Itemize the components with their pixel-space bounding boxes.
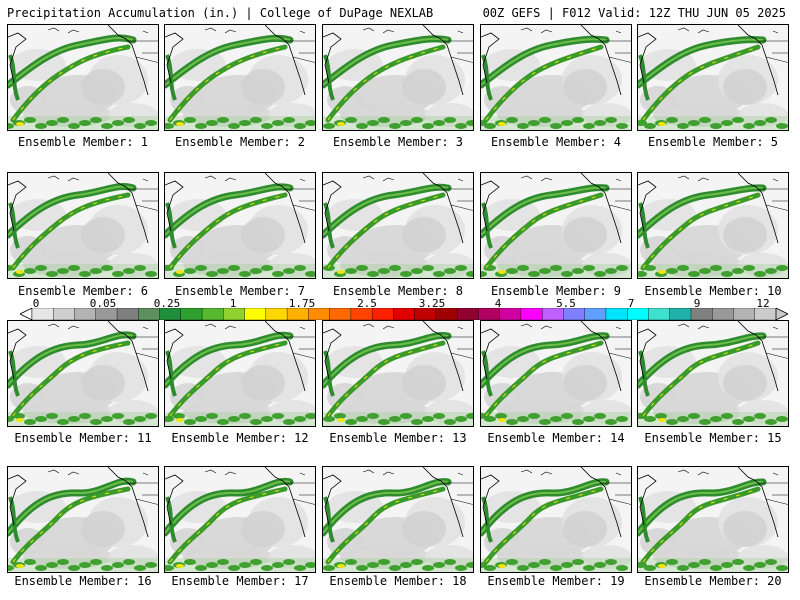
ensemble-member-map bbox=[322, 466, 474, 573]
ensemble-member-label: Ensemble Member: 13 bbox=[329, 431, 467, 445]
ensemble-member-map bbox=[480, 320, 632, 427]
ensemble-member-label: Ensemble Member: 18 bbox=[329, 574, 467, 588]
precip-map-image bbox=[481, 25, 631, 130]
ensemble-member-label: Ensemble Member: 5 bbox=[647, 135, 779, 149]
colorbar-swatch bbox=[584, 308, 607, 320]
colorbar-min-arrow bbox=[20, 308, 33, 320]
ensemble-member-map bbox=[637, 172, 789, 279]
colorbar-tick-label: 4 bbox=[494, 297, 502, 310]
precip-map-image bbox=[481, 467, 631, 572]
colorbar-swatch bbox=[53, 308, 76, 320]
colorbar-tick-label: 12 bbox=[756, 297, 770, 310]
colorbar-swatch bbox=[265, 308, 288, 320]
precip-map-image bbox=[165, 467, 315, 572]
ensemble-member-label: Ensemble Member: 1 bbox=[17, 135, 149, 149]
ensemble-member-label: Ensemble Member: 3 bbox=[332, 135, 464, 149]
ensemble-member-map bbox=[637, 466, 789, 573]
colorbar-swatch bbox=[669, 308, 692, 320]
colorbar-swatch bbox=[329, 308, 352, 320]
colorbar-swatch bbox=[456, 308, 479, 320]
precip-map-image bbox=[8, 25, 158, 130]
colorbar-swatch bbox=[733, 308, 756, 320]
colorbar-tick-label: 1.75 bbox=[288, 297, 316, 310]
precip-map-image bbox=[638, 173, 788, 278]
ensemble-member-map bbox=[480, 466, 632, 573]
ensemble-member-map bbox=[164, 320, 316, 427]
ensemble-member-map bbox=[322, 172, 474, 279]
ensemble-member-map bbox=[7, 24, 159, 131]
precip-map-image bbox=[165, 25, 315, 130]
ensemble-member-map bbox=[480, 24, 632, 131]
colorbar-swatch bbox=[648, 308, 671, 320]
colorbar-swatch bbox=[244, 308, 267, 320]
model-run-info: 00Z GEFS | F012 Valid: 12Z THU JUN 05 20… bbox=[482, 6, 786, 20]
ensemble-member-label: Ensemble Member: 19 bbox=[487, 574, 625, 588]
ensemble-member-label: Ensemble Member: 10 bbox=[644, 284, 782, 298]
precip-map-image bbox=[165, 321, 315, 426]
ensemble-member-map bbox=[7, 466, 159, 573]
precip-map-image bbox=[323, 25, 473, 130]
ensemble-member-label: Ensemble Member: 20 bbox=[644, 574, 782, 588]
colorbar-tick-label: 7 bbox=[627, 297, 635, 310]
precip-map-image bbox=[8, 321, 158, 426]
colorbar-tick-label: 0.05 bbox=[89, 297, 117, 310]
precip-map-image bbox=[638, 467, 788, 572]
ensemble-member-label: Ensemble Member: 2 bbox=[174, 135, 306, 149]
ensemble-member-map bbox=[322, 320, 474, 427]
ensemble-member-label: Ensemble Member: 4 bbox=[490, 135, 622, 149]
ensemble-member-map bbox=[7, 320, 159, 427]
colorbar-tick-label: 1 bbox=[229, 297, 237, 310]
precip-map-image bbox=[481, 173, 631, 278]
ensemble-member-label: Ensemble Member: 8 bbox=[332, 284, 464, 298]
precip-map-image bbox=[638, 321, 788, 426]
colorbar-tick-label: 0 bbox=[32, 297, 40, 310]
ensemble-member-map bbox=[7, 172, 159, 279]
colorbar-swatch bbox=[605, 308, 628, 320]
precip-map-image bbox=[8, 173, 158, 278]
precip-map-image bbox=[323, 467, 473, 572]
colorbar-max-arrow bbox=[775, 308, 788, 320]
colorbar-swatch bbox=[520, 308, 543, 320]
precip-map-image bbox=[481, 321, 631, 426]
ensemble-member-map bbox=[637, 320, 789, 427]
ensemble-member-map bbox=[322, 24, 474, 131]
ensemble-member-label: Ensemble Member: 14 bbox=[487, 431, 625, 445]
colorbar-tick-label: 3.25 bbox=[418, 297, 446, 310]
precip-map-image bbox=[323, 321, 473, 426]
colorbar-swatch bbox=[116, 308, 139, 320]
colorbar-tick-label: 2.5 bbox=[357, 297, 377, 310]
ensemble-member-map bbox=[480, 172, 632, 279]
ensemble-member-label: Ensemble Member: 9 bbox=[490, 284, 622, 298]
colorbar-swatch bbox=[393, 308, 416, 320]
precip-map-image bbox=[323, 173, 473, 278]
ensemble-member-map bbox=[164, 466, 316, 573]
colorbar-swatch bbox=[180, 308, 203, 320]
precip-map-image bbox=[638, 25, 788, 130]
ensemble-member-label: Ensemble Member: 7 bbox=[174, 284, 306, 298]
precip-map-image bbox=[165, 173, 315, 278]
ensemble-member-label: Ensemble Member: 15 bbox=[644, 431, 782, 445]
ensemble-member-label: Ensemble Member: 11 bbox=[14, 431, 152, 445]
colorbar-swatch bbox=[712, 308, 734, 320]
ensemble-member-label: Ensemble Member: 6 bbox=[17, 284, 149, 298]
colorbar-tick-label: 5.5 bbox=[556, 297, 576, 310]
ensemble-member-map bbox=[637, 24, 789, 131]
colorbar-swatch bbox=[201, 308, 224, 320]
precip-map-image bbox=[8, 467, 158, 572]
ensemble-member-label: Ensemble Member: 16 bbox=[14, 574, 152, 588]
colorbar-tick-label: 0.25 bbox=[153, 297, 181, 310]
map-title: Precipitation Accumulation (in.) | Colle… bbox=[7, 6, 434, 20]
precipitation-colorbar bbox=[20, 308, 788, 320]
ensemble-member-map bbox=[164, 172, 316, 279]
ensemble-member-map bbox=[164, 24, 316, 131]
ensemble-member-label: Ensemble Member: 12 bbox=[171, 431, 309, 445]
ensemble-member-label: Ensemble Member: 17 bbox=[171, 574, 309, 588]
colorbar-swatch bbox=[499, 308, 522, 320]
colorbar-tick-label: 9 bbox=[693, 297, 701, 310]
